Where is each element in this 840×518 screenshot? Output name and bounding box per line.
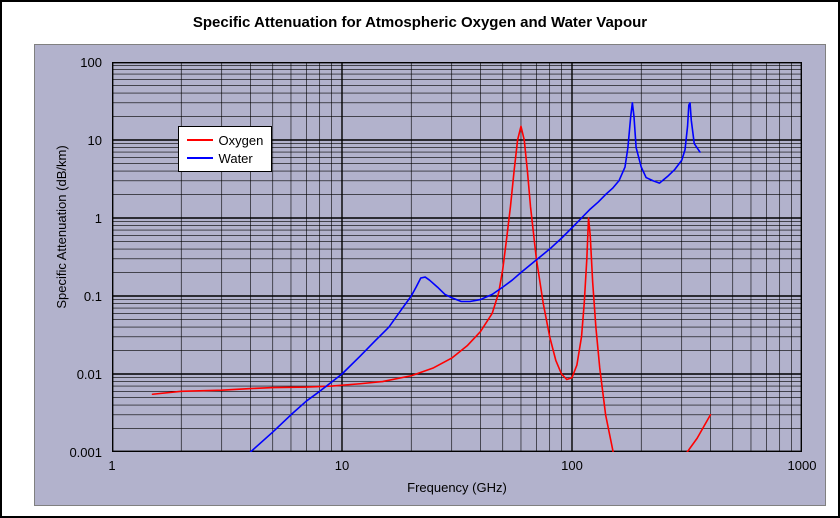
series-water (250, 103, 699, 452)
y-tick-label: 0.01 (77, 367, 102, 382)
series-lines (112, 62, 802, 452)
legend-label: Oxygen (219, 133, 264, 148)
x-axis-label: Frequency (GHz) (112, 480, 802, 495)
chart-frame: Specific Attenuation for Atmospheric Oxy… (0, 0, 840, 518)
series-oxygen (153, 126, 711, 452)
plot-area (112, 62, 802, 452)
legend-item-oxygen: Oxygen (187, 131, 264, 149)
legend-label: Water (219, 151, 253, 166)
legend-swatch (187, 139, 213, 141)
legend-item-water: Water (187, 149, 264, 167)
legend-swatch (187, 157, 213, 159)
x-tick-label: 1 (108, 458, 115, 473)
y-tick-label: 1 (95, 211, 102, 226)
y-tick-label: 10 (88, 133, 102, 148)
legend: Oxygen Water (178, 126, 273, 172)
y-axis-label: Specific Attenuation (dB/km) (54, 97, 69, 357)
chart-title: Specific Attenuation for Atmospheric Oxy… (2, 14, 838, 31)
x-tick-label: 10 (335, 458, 349, 473)
y-tick-label: 100 (80, 55, 102, 70)
x-tick-label: 100 (561, 458, 583, 473)
y-tick-label: 0.1 (84, 289, 102, 304)
x-tick-label: 1000 (788, 458, 817, 473)
y-tick-label: 0.001 (69, 445, 102, 460)
